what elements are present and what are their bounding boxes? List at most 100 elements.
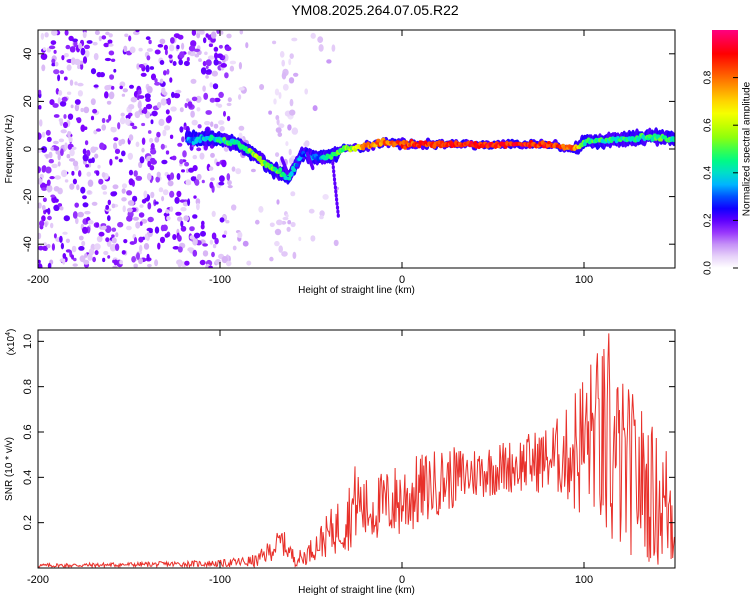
noise-speck: [104, 85, 111, 91]
noise-speck: [179, 126, 184, 133]
noise-speck: [87, 253, 93, 261]
noise-speck: [166, 68, 170, 75]
x-axis-label: Height of straight line (km): [298, 285, 415, 296]
noise-speck: [157, 44, 164, 48]
noise-speck: [110, 126, 117, 133]
noise-speck: [109, 91, 115, 100]
spur-speck: [336, 209, 340, 214]
noise-speck: [292, 251, 297, 259]
noise-speck: [41, 187, 47, 191]
noise-speck: [143, 243, 150, 250]
noise-speck: [258, 206, 264, 213]
noise-speck: [223, 230, 228, 235]
noise-speck: [149, 137, 154, 143]
noise-speck: [211, 251, 215, 258]
noise-speck: [121, 150, 126, 157]
noise-speck: [94, 30, 100, 36]
noise-speck: [137, 95, 145, 99]
noise-speck: [46, 136, 52, 142]
noise-speck: [126, 207, 133, 213]
noise-speck: [159, 38, 166, 45]
noise-speck: [119, 260, 123, 265]
y-tick-label: 40: [22, 48, 34, 60]
noise-speck: [212, 243, 217, 249]
noise-speck: [290, 221, 296, 228]
noise-speck: [121, 197, 127, 202]
noise-speck: [138, 236, 144, 243]
noise-speck: [60, 242, 64, 250]
noise-speck: [104, 91, 109, 99]
x-tick-label: -200: [27, 574, 49, 586]
ridge-core: [547, 141, 552, 145]
noise-speck: [165, 109, 170, 115]
noise-speck: [175, 211, 182, 216]
noise-speck: [196, 173, 202, 181]
noise-speck: [154, 226, 160, 234]
noise-speck: [278, 123, 285, 129]
noise-speck: [98, 35, 102, 42]
noise-speck: [209, 97, 216, 103]
noise-speck: [227, 180, 232, 186]
noise-speck: [139, 204, 144, 208]
noise-speck: [226, 173, 231, 181]
noise-speck: [304, 88, 309, 95]
noise-speck: [82, 226, 88, 234]
noise-speck: [101, 184, 107, 191]
noise-speck: [129, 46, 136, 54]
noise-speck: [291, 127, 299, 135]
noise-speck: [111, 234, 115, 238]
noise-speck: [112, 184, 119, 190]
noise-speck: [129, 241, 136, 245]
noise-speck: [107, 255, 111, 259]
noise-speck: [41, 165, 47, 172]
noise-speck: [277, 132, 283, 138]
noise-speck: [177, 216, 183, 222]
noise-speck: [115, 232, 119, 238]
noise-speck: [128, 169, 134, 176]
noise-speck: [126, 215, 133, 222]
noise-speck: [269, 256, 274, 262]
noise-speck: [188, 103, 193, 108]
spur-speck: [334, 193, 338, 198]
noise-speck: [106, 100, 112, 105]
noise-speck: [186, 57, 190, 62]
noise-speck: [108, 43, 114, 47]
noise-speck: [218, 181, 225, 186]
noise-speck: [227, 185, 233, 189]
noise-speck: [78, 246, 85, 251]
noise-speck: [77, 211, 84, 218]
noise-speck: [137, 101, 142, 109]
noise-speck: [208, 265, 213, 268]
noise-speck: [326, 59, 332, 64]
noise-speck: [180, 220, 184, 228]
noise-speck: [65, 44, 71, 50]
noise-speck: [114, 148, 121, 154]
noise-speck: [110, 58, 116, 62]
noise-speck: [108, 50, 115, 56]
noise-speck: [190, 40, 197, 48]
noise-speck: [101, 124, 106, 131]
noise-speck: [150, 73, 157, 81]
noise-speck: [43, 242, 47, 247]
noise-speck: [113, 137, 119, 142]
noise-speck: [82, 195, 87, 200]
noise-speck: [87, 179, 94, 187]
noise-speck: [175, 89, 182, 94]
noise-speck: [67, 113, 74, 120]
noise-speck: [128, 104, 135, 110]
noise-speck: [91, 201, 98, 206]
noise-speck: [69, 148, 75, 157]
noise-speck: [192, 249, 198, 257]
noise-speck: [92, 256, 96, 263]
noise-speck: [73, 257, 77, 262]
noise-speck: [221, 256, 228, 264]
spur-speck: [332, 169, 336, 174]
noise-speck: [78, 235, 84, 241]
noise-speck: [135, 175, 143, 181]
noise-speck: [162, 129, 167, 137]
noise-speck: [204, 120, 211, 126]
noise-speck: [74, 99, 81, 105]
noise-speck: [190, 176, 197, 182]
noise-speck: [242, 240, 249, 247]
ridge-core: [287, 177, 292, 181]
